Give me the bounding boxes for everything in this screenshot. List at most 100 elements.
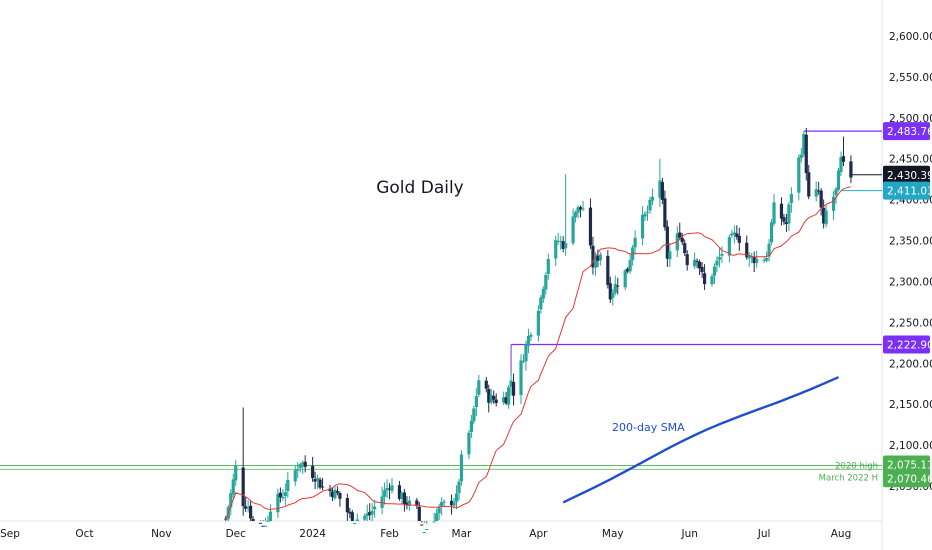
candle-body xyxy=(328,488,332,491)
candle xyxy=(380,486,384,515)
price-label-text: 2,222.90 xyxy=(887,340,932,352)
candle xyxy=(593,252,598,276)
candle-body xyxy=(365,513,369,516)
candle-body xyxy=(678,232,682,238)
candle-body xyxy=(234,466,238,481)
candle xyxy=(244,496,248,512)
candle-body xyxy=(623,270,627,288)
candle xyxy=(698,259,702,275)
candle-body xyxy=(335,491,340,493)
candle xyxy=(797,154,801,201)
candle-body xyxy=(665,226,669,259)
candle-body xyxy=(730,233,734,236)
candle-body xyxy=(333,489,337,499)
candle-body xyxy=(472,408,476,422)
candle-body xyxy=(258,522,263,524)
candle-body xyxy=(387,488,392,490)
candle xyxy=(266,515,270,522)
price-label-text: 2,075.11 xyxy=(887,459,932,471)
candle xyxy=(807,165,811,200)
candle xyxy=(457,478,461,501)
candle-body xyxy=(841,156,846,162)
candle xyxy=(710,273,714,287)
candle xyxy=(640,206,645,246)
candle-body xyxy=(263,525,268,527)
candle xyxy=(680,233,684,246)
x-tick-label: Jul xyxy=(757,528,771,540)
candle xyxy=(521,354,526,364)
candle-body xyxy=(779,203,784,219)
candle xyxy=(492,390,496,404)
candle-body xyxy=(459,454,464,482)
candle-body xyxy=(591,245,595,268)
candle-body xyxy=(834,188,838,196)
candle xyxy=(296,462,300,479)
candle xyxy=(814,181,818,202)
candle-body xyxy=(539,297,543,310)
candle xyxy=(685,250,689,271)
candle-body xyxy=(650,196,655,201)
candle xyxy=(539,295,543,314)
y-tick-label: 2,300.00 xyxy=(889,276,932,288)
candle xyxy=(623,268,627,291)
candle xyxy=(263,517,268,527)
candle xyxy=(737,227,741,252)
candle xyxy=(303,455,307,473)
y-tick-label: 2,350.00 xyxy=(889,236,932,248)
candle xyxy=(422,521,426,534)
candle-body xyxy=(529,334,533,337)
candle-body xyxy=(556,240,560,242)
candle xyxy=(819,188,823,216)
candle xyxy=(608,276,612,304)
candle xyxy=(769,218,774,246)
price-label: 2,070.46 xyxy=(883,469,932,488)
candle-body xyxy=(229,493,233,508)
candle xyxy=(831,191,836,221)
plot-background xyxy=(0,0,882,521)
candle-body xyxy=(693,259,697,267)
candle xyxy=(544,272,548,295)
candle xyxy=(588,198,593,249)
candle-body xyxy=(712,266,717,276)
candle xyxy=(382,482,387,505)
candle-body xyxy=(596,255,600,261)
candle-body xyxy=(804,134,808,174)
candle-body xyxy=(241,467,245,507)
candle xyxy=(484,377,488,393)
candle-body xyxy=(769,222,774,243)
moving-averages xyxy=(225,186,852,519)
candle-body xyxy=(784,221,789,225)
candle xyxy=(335,486,340,496)
candle xyxy=(425,521,429,531)
candle xyxy=(477,374,481,398)
candle xyxy=(668,243,672,268)
candle-body xyxy=(489,394,493,403)
sma-200-annotation: 200-day SMA xyxy=(612,421,685,434)
candle-body xyxy=(494,399,498,404)
x-tick-label: Mar xyxy=(452,528,472,540)
candle xyxy=(799,147,803,163)
candle-body xyxy=(839,157,843,173)
annotations: Gold Daily 200-day SMA 2020 high March 2022… xyxy=(376,178,878,483)
candle xyxy=(449,494,454,515)
horizontal-lines xyxy=(0,130,882,470)
candle xyxy=(782,214,786,225)
candle-body xyxy=(477,380,481,395)
candle xyxy=(650,188,655,206)
y-tick-label: 2,100.00 xyxy=(889,440,932,452)
candle-body xyxy=(251,518,255,521)
candle xyxy=(554,235,558,267)
candle xyxy=(561,236,565,253)
candle xyxy=(683,239,687,257)
candle xyxy=(442,499,446,506)
candle-body xyxy=(772,202,776,224)
price-label: 2,222.90 xyxy=(883,335,932,354)
x-tick-label: Dec xyxy=(226,528,247,540)
candle-body xyxy=(303,461,307,467)
candle xyxy=(350,509,354,521)
y-tick-label: 2,150.00 xyxy=(889,399,932,411)
candle xyxy=(645,205,650,221)
candle-body xyxy=(710,276,714,285)
candle xyxy=(536,305,540,342)
candle xyxy=(338,491,342,507)
